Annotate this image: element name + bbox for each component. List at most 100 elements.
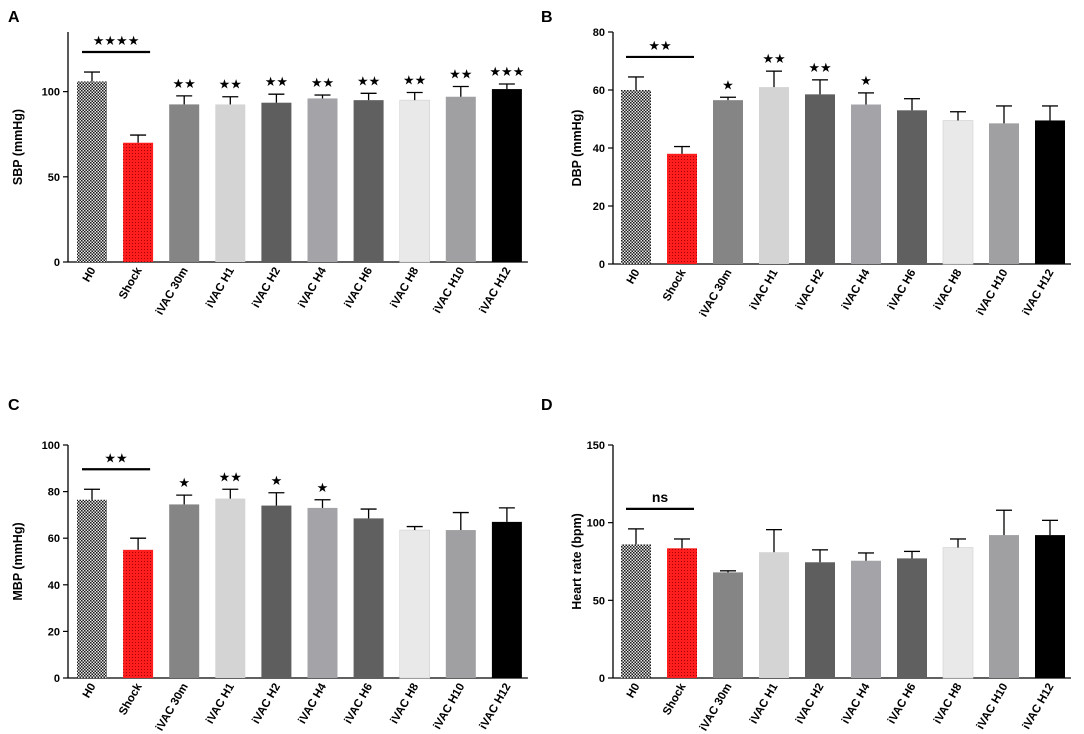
comparison-label: ★★ [104, 451, 127, 466]
category-label: Shock [661, 267, 689, 303]
panel-a: A 0 50 100 SBP (mmHg) H0 Shock ★★ iVAC 30m ★★ iVAC… [8, 9, 528, 317]
y-axis-title: DBP (mmHg) [570, 110, 584, 187]
bar-1 [667, 548, 697, 678]
bar-0 [621, 544, 651, 678]
category-label: iVAC H8 [389, 681, 422, 726]
significance-label: ★★ [173, 77, 196, 92]
y-tick-label: 20 [593, 201, 605, 213]
significance-label: ★ [317, 481, 329, 496]
category-label: iVAC H8 [389, 265, 422, 310]
bar-7 [942, 120, 974, 265]
bar-8 [989, 123, 1019, 264]
category-label: iVAC H4 [296, 265, 329, 310]
category-label: iVAC H6 [886, 268, 919, 313]
bar-9 [491, 521, 522, 678]
significance-label: ★★ [311, 76, 334, 91]
bar-6 [897, 558, 927, 678]
significance-label: ★★ [265, 75, 288, 90]
y-tick-label: 100 [42, 440, 60, 452]
category-label: iVAC H8 [932, 267, 965, 312]
category-label: iVAC 30m [154, 682, 191, 734]
y-tick-label: 50 [48, 172, 60, 184]
bar-7 [399, 99, 431, 263]
bar-6 [353, 100, 384, 262]
category-label: H0 [625, 682, 643, 701]
y-tick-label: 80 [593, 27, 605, 39]
bar-8 [445, 530, 476, 678]
bar-8 [989, 535, 1019, 678]
bar-4 [261, 102, 292, 262]
bar-5 [307, 507, 338, 678]
category-label: Shock [117, 681, 145, 717]
category-label: H0 [81, 682, 99, 701]
category-label: H0 [81, 266, 99, 285]
y-axis-title: MBP (mmHg) [11, 522, 25, 600]
y-tick-label: 40 [593, 143, 605, 155]
category-label: iVAC H2 [250, 682, 283, 727]
significance-label: ★ [271, 474, 283, 489]
bar-2 [169, 504, 200, 678]
significance-label: ★ [860, 74, 872, 89]
panel-letter: D [541, 397, 553, 414]
bar-1 [123, 549, 154, 678]
category-label: iVAC H10 [975, 682, 1011, 732]
y-axis-title: SBP (mmHg) [11, 109, 25, 185]
y-tick-label: 100 [42, 87, 60, 99]
significance-label: ★★ [762, 52, 785, 67]
significance-label: ★★ [357, 74, 380, 89]
bar-7 [942, 547, 974, 679]
category-label: iVAC H6 [343, 266, 376, 311]
category-label: H0 [625, 268, 643, 287]
category-label: iVAC H1 [748, 267, 781, 312]
category-label: iVAC H12 [478, 266, 514, 316]
category-label: Shock [117, 265, 145, 301]
category-label: iVAC H10 [975, 268, 1011, 318]
y-tick-label: 0 [54, 257, 60, 269]
comparison-label: ★★ [648, 39, 671, 54]
bar-5 [851, 104, 881, 264]
significance-label: ★ [178, 476, 190, 491]
significance-label: ★★ [219, 78, 242, 93]
category-label: Shock [661, 681, 689, 717]
category-label: iVAC H6 [886, 682, 919, 727]
panel-d: D 0 50 100 150 Heart rate (bpm) H0 Shock iVAC 30… [541, 397, 1071, 733]
bar-9 [491, 89, 522, 263]
panel-letter: B [541, 9, 553, 26]
significance-label: ★★ [808, 61, 831, 76]
bar-1 [123, 142, 154, 262]
y-tick-label: 80 [48, 487, 60, 499]
significance-label: ★★ [219, 470, 242, 485]
y-tick-label: 0 [599, 259, 605, 271]
category-label: iVAC H12 [478, 682, 514, 732]
panel-b: B 0 20 40 60 80 DBP (mmHg) H0 Shock ★ iVAC 30m ★★ iV… [541, 9, 1071, 319]
bar-4 [805, 94, 835, 264]
bar-1 [667, 153, 697, 264]
category-label: iVAC H4 [840, 681, 873, 726]
category-label: iVAC H12 [1021, 268, 1057, 318]
bar-0 [621, 90, 651, 264]
bar-7 [399, 529, 431, 679]
category-label: iVAC H2 [794, 682, 827, 727]
y-tick-label: 150 [587, 440, 605, 452]
panel-c: C 0 20 40 60 80 100 MBP (mmHg) H0 Shock ★ iVAC 30m ★… [8, 397, 528, 733]
bar-4 [261, 505, 292, 678]
bar-6 [897, 110, 927, 264]
category-label: iVAC H2 [250, 266, 283, 311]
comparison-label: ns [652, 489, 669, 505]
y-tick-label: 100 [587, 518, 605, 530]
y-tick-label: 60 [48, 533, 60, 545]
category-label: iVAC H4 [296, 681, 329, 726]
category-label: iVAC H8 [932, 681, 965, 726]
bar-5 [851, 560, 881, 678]
bar-2 [713, 572, 743, 678]
bar-2 [169, 104, 200, 262]
comparison-label: ★★★★ [93, 34, 140, 49]
bar-0 [77, 499, 107, 678]
bar-9 [1035, 535, 1065, 678]
bar-5 [307, 98, 338, 262]
category-label: iVAC 30m [698, 268, 735, 320]
category-label: iVAC H1 [204, 681, 237, 726]
category-label: iVAC 30m [698, 682, 735, 734]
category-label: iVAC H6 [343, 682, 376, 727]
